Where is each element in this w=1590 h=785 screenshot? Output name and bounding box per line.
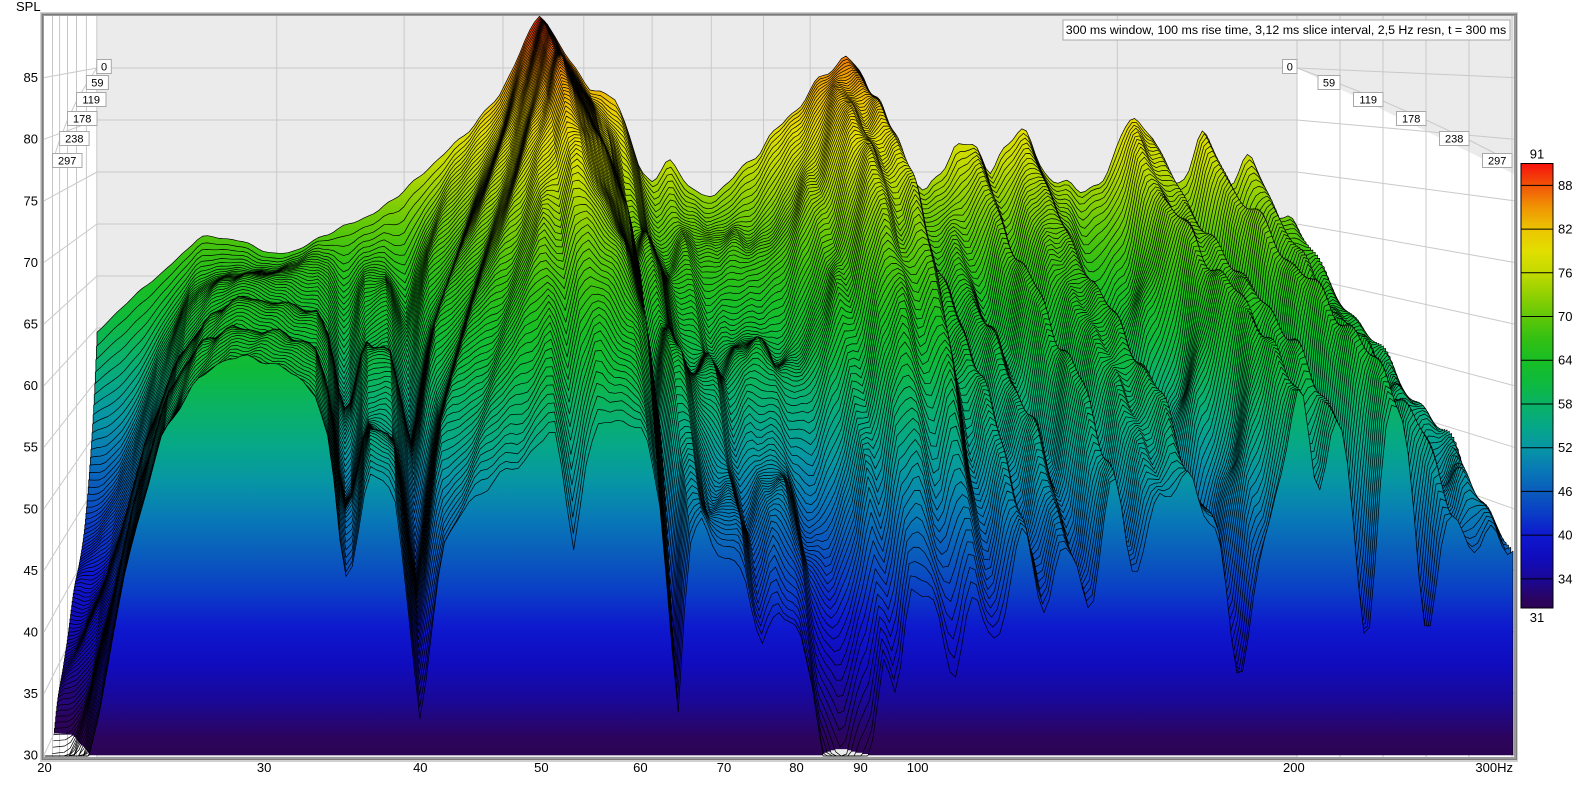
svg-text:46: 46 bbox=[1558, 484, 1572, 499]
svg-text:80: 80 bbox=[789, 760, 803, 775]
svg-text:70: 70 bbox=[24, 255, 38, 270]
svg-text:70: 70 bbox=[1558, 309, 1572, 324]
svg-text:40: 40 bbox=[1558, 528, 1572, 543]
svg-text:70: 70 bbox=[717, 760, 731, 775]
svg-text:59: 59 bbox=[1323, 78, 1335, 90]
svg-text:65: 65 bbox=[24, 317, 38, 332]
svg-text:55: 55 bbox=[24, 440, 38, 455]
svg-text:60: 60 bbox=[24, 378, 38, 393]
svg-text:85: 85 bbox=[24, 70, 38, 85]
svg-text:50: 50 bbox=[24, 501, 38, 516]
svg-text:30: 30 bbox=[257, 760, 271, 775]
svg-text:34: 34 bbox=[1558, 571, 1572, 586]
svg-text:90: 90 bbox=[853, 760, 867, 775]
svg-text:238: 238 bbox=[65, 134, 83, 146]
svg-text:91: 91 bbox=[1530, 147, 1544, 162]
svg-text:82: 82 bbox=[1558, 222, 1572, 237]
svg-text:300 ms window, 100 ms rise tim: 300 ms window, 100 ms rise time, 3,12 ms… bbox=[1066, 23, 1506, 37]
svg-text:200: 200 bbox=[1283, 760, 1305, 775]
svg-text:178: 178 bbox=[1402, 114, 1420, 126]
svg-text:0: 0 bbox=[1287, 62, 1293, 74]
svg-text:50: 50 bbox=[534, 760, 548, 775]
svg-text:238: 238 bbox=[1445, 134, 1463, 146]
svg-text:64: 64 bbox=[1558, 353, 1572, 368]
svg-text:100: 100 bbox=[907, 760, 929, 775]
svg-text:60: 60 bbox=[633, 760, 647, 775]
svg-text:45: 45 bbox=[24, 563, 38, 578]
svg-text:20: 20 bbox=[37, 760, 51, 775]
svg-text:35: 35 bbox=[24, 686, 38, 701]
svg-text:40: 40 bbox=[413, 760, 427, 775]
svg-text:31: 31 bbox=[1530, 610, 1544, 625]
svg-text:59: 59 bbox=[91, 78, 103, 90]
svg-text:SPL: SPL bbox=[16, 0, 41, 14]
svg-text:75: 75 bbox=[24, 193, 38, 208]
svg-text:297: 297 bbox=[58, 156, 76, 168]
svg-text:30: 30 bbox=[24, 748, 38, 763]
svg-text:297: 297 bbox=[1488, 156, 1506, 168]
svg-text:300Hz: 300Hz bbox=[1475, 760, 1513, 775]
svg-text:119: 119 bbox=[82, 95, 100, 107]
svg-text:88: 88 bbox=[1558, 178, 1572, 193]
svg-text:52: 52 bbox=[1558, 440, 1572, 455]
svg-text:119: 119 bbox=[1359, 95, 1377, 107]
svg-text:80: 80 bbox=[24, 132, 38, 147]
svg-text:178: 178 bbox=[73, 114, 91, 126]
svg-text:40: 40 bbox=[24, 625, 38, 640]
svg-text:58: 58 bbox=[1558, 397, 1572, 412]
svg-text:76: 76 bbox=[1558, 265, 1572, 280]
svg-text:0: 0 bbox=[101, 62, 107, 74]
